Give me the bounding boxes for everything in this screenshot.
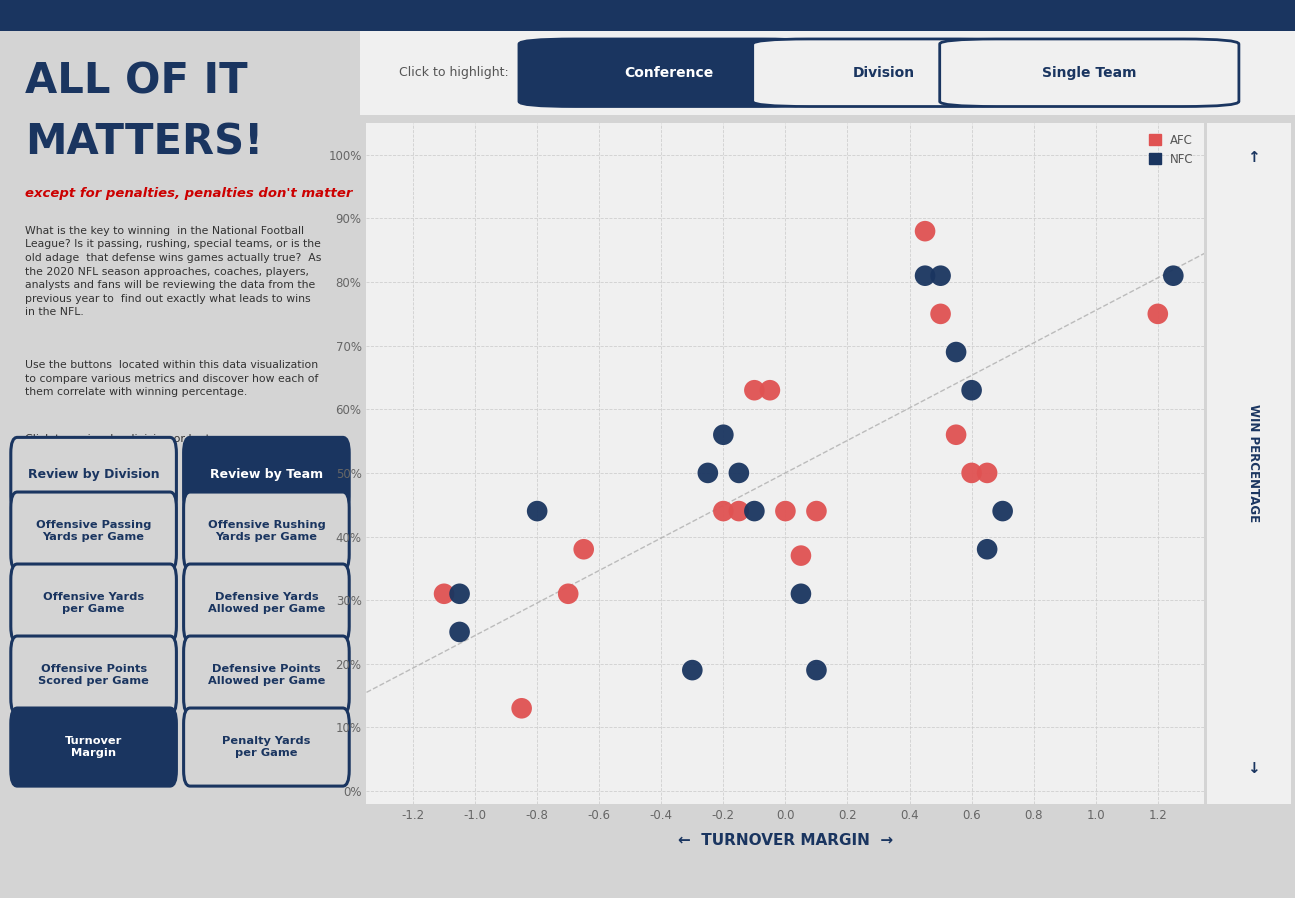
Text: Offensive Points
Scored per Game: Offensive Points Scored per Game — [38, 665, 149, 686]
Text: Review by Division: Review by Division — [27, 468, 159, 481]
FancyBboxPatch shape — [519, 39, 818, 107]
Text: Turnover
Margin: Turnover Margin — [65, 736, 122, 758]
Point — [976, 542, 997, 557]
Text: except for penalties, penalties don't matter: except for penalties, penalties don't ma… — [25, 187, 352, 199]
FancyBboxPatch shape — [184, 437, 350, 512]
Text: Offensive Yards
per Game: Offensive Yards per Game — [43, 593, 144, 614]
FancyBboxPatch shape — [184, 708, 350, 786]
Point — [558, 586, 579, 601]
Point — [774, 504, 795, 518]
FancyBboxPatch shape — [10, 492, 176, 570]
Point — [914, 224, 935, 238]
Text: Defensive Points
Allowed per Game: Defensive Points Allowed per Game — [207, 665, 325, 686]
Text: WIN PERCENTAGE: WIN PERCENTAGE — [1247, 404, 1260, 523]
Text: Offensive Passing
Yards per Game: Offensive Passing Yards per Game — [36, 520, 152, 541]
Point — [760, 383, 781, 398]
Legend: AFC, NFC: AFC, NFC — [1143, 129, 1198, 171]
Text: Review by Team: Review by Team — [210, 468, 322, 481]
Text: Offensive Rushing
Yards per Game: Offensive Rushing Yards per Game — [207, 520, 325, 541]
Point — [930, 307, 951, 321]
Point — [1163, 269, 1184, 283]
Point — [790, 586, 811, 601]
Point — [729, 466, 750, 480]
Point — [745, 504, 765, 518]
Text: Single Team: Single Team — [1042, 66, 1137, 80]
Text: Click to choose a metric:: Click to choose a metric: — [25, 516, 163, 526]
FancyBboxPatch shape — [10, 636, 176, 714]
Point — [449, 625, 470, 639]
Point — [1147, 307, 1168, 321]
Text: Click to review by division or by team:: Click to review by division or by team: — [25, 434, 238, 444]
Point — [729, 504, 750, 518]
Text: Click to highlight:: Click to highlight: — [399, 66, 509, 79]
Point — [745, 383, 765, 398]
Text: Use the buttons  located within this data visualization
to compare various metri: Use the buttons located within this data… — [25, 360, 319, 398]
Point — [945, 427, 966, 442]
Point — [976, 466, 997, 480]
Text: Conference: Conference — [624, 66, 714, 80]
Point — [961, 383, 982, 398]
Point — [512, 701, 532, 716]
Text: Penalty Yards
per Game: Penalty Yards per Game — [223, 736, 311, 758]
Text: ↓: ↓ — [1247, 762, 1260, 777]
Text: Defensive Yards
Allowed per Game: Defensive Yards Allowed per Game — [207, 593, 325, 614]
Point — [698, 466, 719, 480]
Point — [682, 663, 703, 677]
Point — [914, 269, 935, 283]
FancyBboxPatch shape — [752, 39, 1014, 107]
Point — [790, 549, 811, 563]
Point — [714, 427, 734, 442]
Point — [961, 466, 982, 480]
Point — [805, 663, 826, 677]
Text: What is the key to winning  in the National Football
League? Is it passing, rush: What is the key to winning in the Nation… — [25, 225, 321, 317]
FancyBboxPatch shape — [10, 564, 176, 642]
Point — [449, 586, 470, 601]
Point — [930, 269, 951, 283]
FancyBboxPatch shape — [10, 708, 176, 786]
FancyBboxPatch shape — [184, 492, 350, 570]
X-axis label: ←  TURNOVER MARGIN  →: ← TURNOVER MARGIN → — [677, 832, 894, 848]
FancyBboxPatch shape — [940, 39, 1239, 107]
Point — [805, 504, 826, 518]
Point — [992, 504, 1013, 518]
Point — [945, 345, 966, 359]
FancyBboxPatch shape — [10, 437, 176, 512]
Text: Division: Division — [852, 66, 914, 80]
Point — [574, 542, 594, 557]
Point — [714, 504, 734, 518]
FancyBboxPatch shape — [184, 564, 350, 642]
Point — [434, 586, 455, 601]
Point — [527, 504, 548, 518]
FancyBboxPatch shape — [184, 636, 350, 714]
Text: ALL OF IT: ALL OF IT — [25, 61, 247, 103]
Text: MATTERS!: MATTERS! — [25, 121, 263, 163]
Text: ↑: ↑ — [1247, 150, 1260, 165]
